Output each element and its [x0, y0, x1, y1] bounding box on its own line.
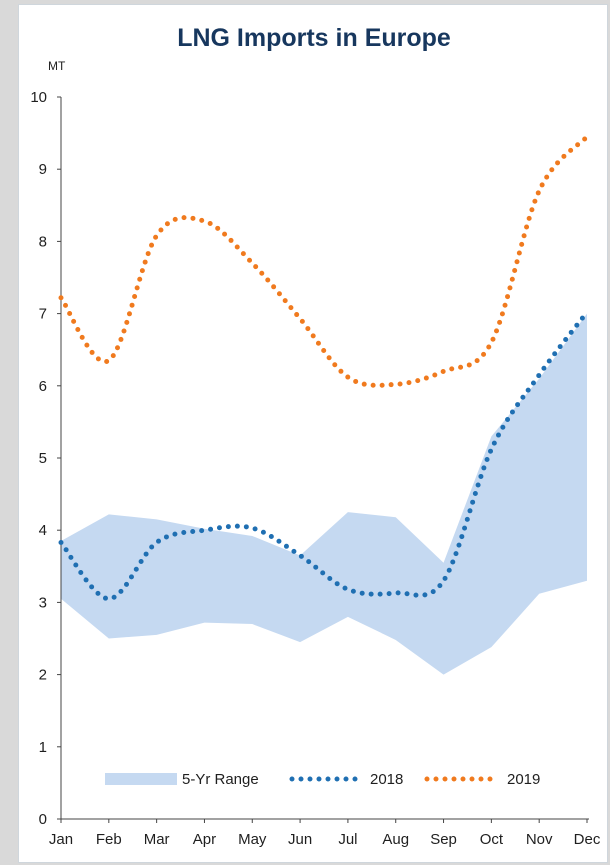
legend-label-2019: 2019	[507, 771, 540, 788]
y-tick-label: 5	[39, 450, 47, 467]
legend-label-2018: 2018	[370, 771, 403, 788]
chart-title: LNG Imports in Europe	[177, 24, 451, 52]
y-tick-label: 9	[39, 161, 47, 178]
x-tick-label: Nov	[526, 831, 553, 848]
range-band	[61, 313, 587, 675]
y-tick-label: 7	[39, 306, 47, 323]
axes: 0 1 2 3 4 5 6 7 8 9 10 Jan Feb Mar Apr May Jun Jul Aug Sep O…	[30, 89, 601, 848]
y-tick-label: 1	[39, 739, 47, 756]
y-axis-unit-label: MT	[48, 59, 66, 73]
series-line-2019	[58, 134, 590, 388]
chart: LNG Imports in Europe MT 0 1 2 3 4 5 6 7 8 9 10 Jan…	[30, 24, 601, 848]
x-tick-label: Aug	[382, 831, 409, 848]
x-tick-label: Feb	[96, 831, 122, 848]
y-tick-label: 4	[39, 522, 47, 539]
series-layer	[58, 134, 590, 602]
y-tick-label: 2	[39, 667, 47, 684]
y-tick-label: 10	[30, 89, 47, 106]
x-tick-label: Oct	[480, 831, 504, 848]
x-tick-label: Apr	[193, 831, 216, 848]
y-tick-label: 3	[39, 594, 47, 611]
x-tick-label: Jul	[338, 831, 357, 848]
x-tick-label: Jan	[49, 831, 73, 848]
x-tick-label: Sep	[430, 831, 457, 848]
chart-frame: LNG Imports in Europe MT 0 1 2 3 4 5 6 7 8 9 10 Jan…	[18, 4, 608, 863]
y-tick-label: 6	[39, 378, 47, 395]
series-line-2018	[58, 309, 590, 602]
x-tick-label: Mar	[144, 831, 170, 848]
y-tick-label: 0	[39, 811, 47, 828]
legend-swatch-range	[105, 773, 177, 785]
x-tick-label: Jun	[288, 831, 312, 848]
y-tick-label: 8	[39, 233, 47, 250]
legend: 5-Yr Range 2018 2019	[105, 771, 540, 788]
x-tick-label: Dec	[574, 831, 601, 848]
range-layer	[61, 313, 587, 675]
legend-label-range: 5-Yr Range	[182, 771, 259, 788]
x-tick-label: May	[238, 831, 267, 848]
